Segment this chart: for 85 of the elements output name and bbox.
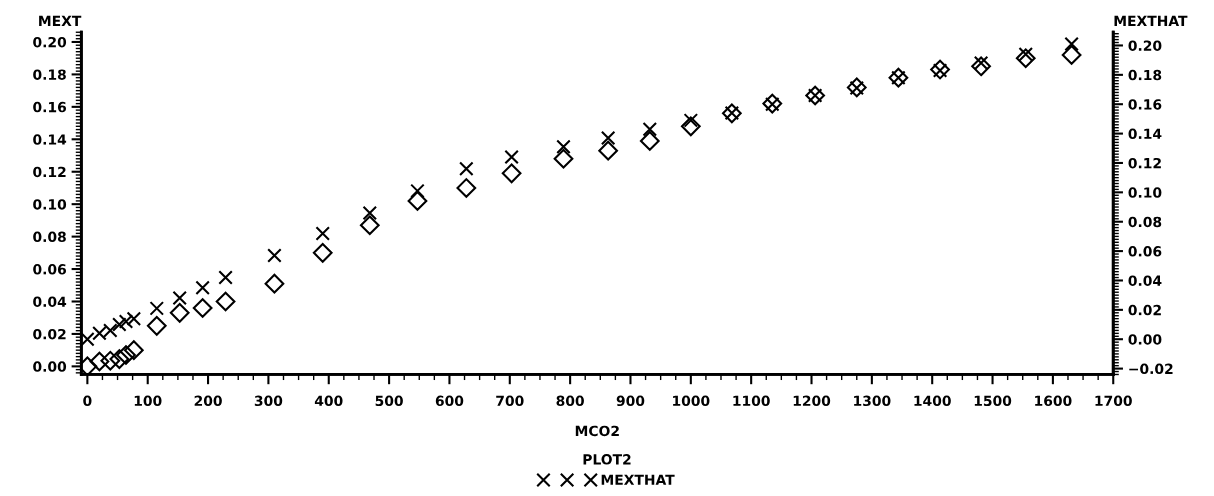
y-tick-label: 0.06 — [33, 264, 67, 275]
legend-label: MEXTHAT — [601, 474, 675, 485]
point — [501, 163, 522, 184]
y-tick-label: 0.16 — [33, 101, 67, 113]
point — [112, 317, 127, 332]
y2-tick-label: −0.02 — [1129, 363, 1173, 375]
y2-tick-label: 0.00 — [1128, 334, 1162, 345]
x-tick-label: 1500 — [974, 395, 1012, 407]
y2-tick-label: 0.14 — [1128, 128, 1162, 140]
point — [149, 301, 165, 316]
y2-tick-label: 0.12 — [1128, 157, 1161, 169]
point — [642, 121, 658, 137]
x-tick-label: 1200 — [793, 395, 831, 407]
y2-axis-title: MEXTHAT — [1114, 15, 1188, 26]
point — [971, 56, 991, 77]
x-tick-label: 700 — [496, 395, 524, 407]
y-tick-label: 0.12 — [33, 166, 66, 178]
point — [215, 291, 236, 312]
y-tick-label: 0.20 — [33, 36, 67, 48]
y-tick-label: 0.08 — [33, 231, 66, 243]
y2-tick-label: 0.10 — [1128, 187, 1162, 198]
point — [195, 280, 210, 296]
point — [362, 205, 378, 221]
x-tick-label: 900 — [616, 395, 645, 407]
point — [192, 298, 213, 318]
x-tick-label: 300 — [254, 395, 283, 407]
x-tick-label: 100 — [134, 395, 162, 407]
x-tick-label: 1600 — [1035, 395, 1072, 407]
y-tick-label: 0.10 — [33, 199, 67, 210]
y2-tick-label: 0.04 — [1128, 275, 1162, 286]
x-tick-label: 1300 — [854, 395, 891, 407]
point — [169, 302, 190, 323]
point — [312, 242, 333, 263]
point — [126, 311, 142, 326]
point — [556, 139, 571, 155]
x-tick-label: 0 — [83, 395, 92, 407]
x-tick-label: 1000 — [673, 395, 710, 407]
point — [639, 131, 660, 151]
point — [1064, 36, 1079, 52]
y2-tick-label: 0.16 — [1128, 99, 1162, 110]
point — [89, 351, 110, 372]
point — [264, 273, 285, 294]
x-tick-label: 1100 — [733, 395, 770, 407]
point — [218, 270, 233, 285]
y-tick-label: 0.00 — [33, 361, 67, 372]
point — [118, 314, 134, 329]
y-tick-label: 0.04 — [33, 296, 67, 307]
x-tick-label: 400 — [314, 395, 343, 407]
point — [146, 315, 167, 336]
y2-tick-label: 0.18 — [1128, 69, 1162, 81]
point — [410, 183, 425, 199]
point — [1061, 45, 1082, 65]
legend-title: PLOT2 — [583, 454, 631, 465]
x-tick-label: 800 — [556, 395, 584, 407]
point — [100, 350, 121, 371]
point — [1015, 48, 1036, 69]
point — [504, 149, 519, 165]
y2-tick-label: 0.20 — [1128, 40, 1162, 51]
y2-tick-label: 0.02 — [1128, 304, 1161, 316]
y2-tick-label: 0.06 — [1128, 246, 1162, 257]
y-tick-label: 0.14 — [33, 134, 67, 145]
y2-tick-label: 0.08 — [1128, 216, 1162, 228]
point — [407, 191, 428, 211]
y-tick-label: 0.18 — [33, 69, 66, 80]
x-axis-title: MCO2 — [575, 425, 619, 437]
point — [116, 345, 136, 365]
x-tick-label: 1400 — [914, 395, 951, 407]
point — [553, 148, 574, 169]
point — [680, 116, 701, 137]
x-tick-label: 600 — [435, 395, 464, 407]
point — [267, 248, 282, 263]
point — [598, 140, 619, 161]
point — [459, 161, 474, 177]
x-tick-label: 1700 — [1095, 395, 1132, 407]
point — [456, 178, 477, 198]
point — [123, 340, 144, 361]
point — [109, 349, 130, 369]
point — [172, 290, 187, 306]
point — [315, 226, 331, 241]
point — [600, 130, 616, 146]
point — [359, 215, 380, 236]
x-tick-label: 200 — [194, 395, 222, 407]
y-axis-title: MEXT — [39, 15, 82, 26]
x-tick-label: 500 — [375, 395, 403, 407]
y-tick-label: 0.02 — [33, 328, 66, 340]
